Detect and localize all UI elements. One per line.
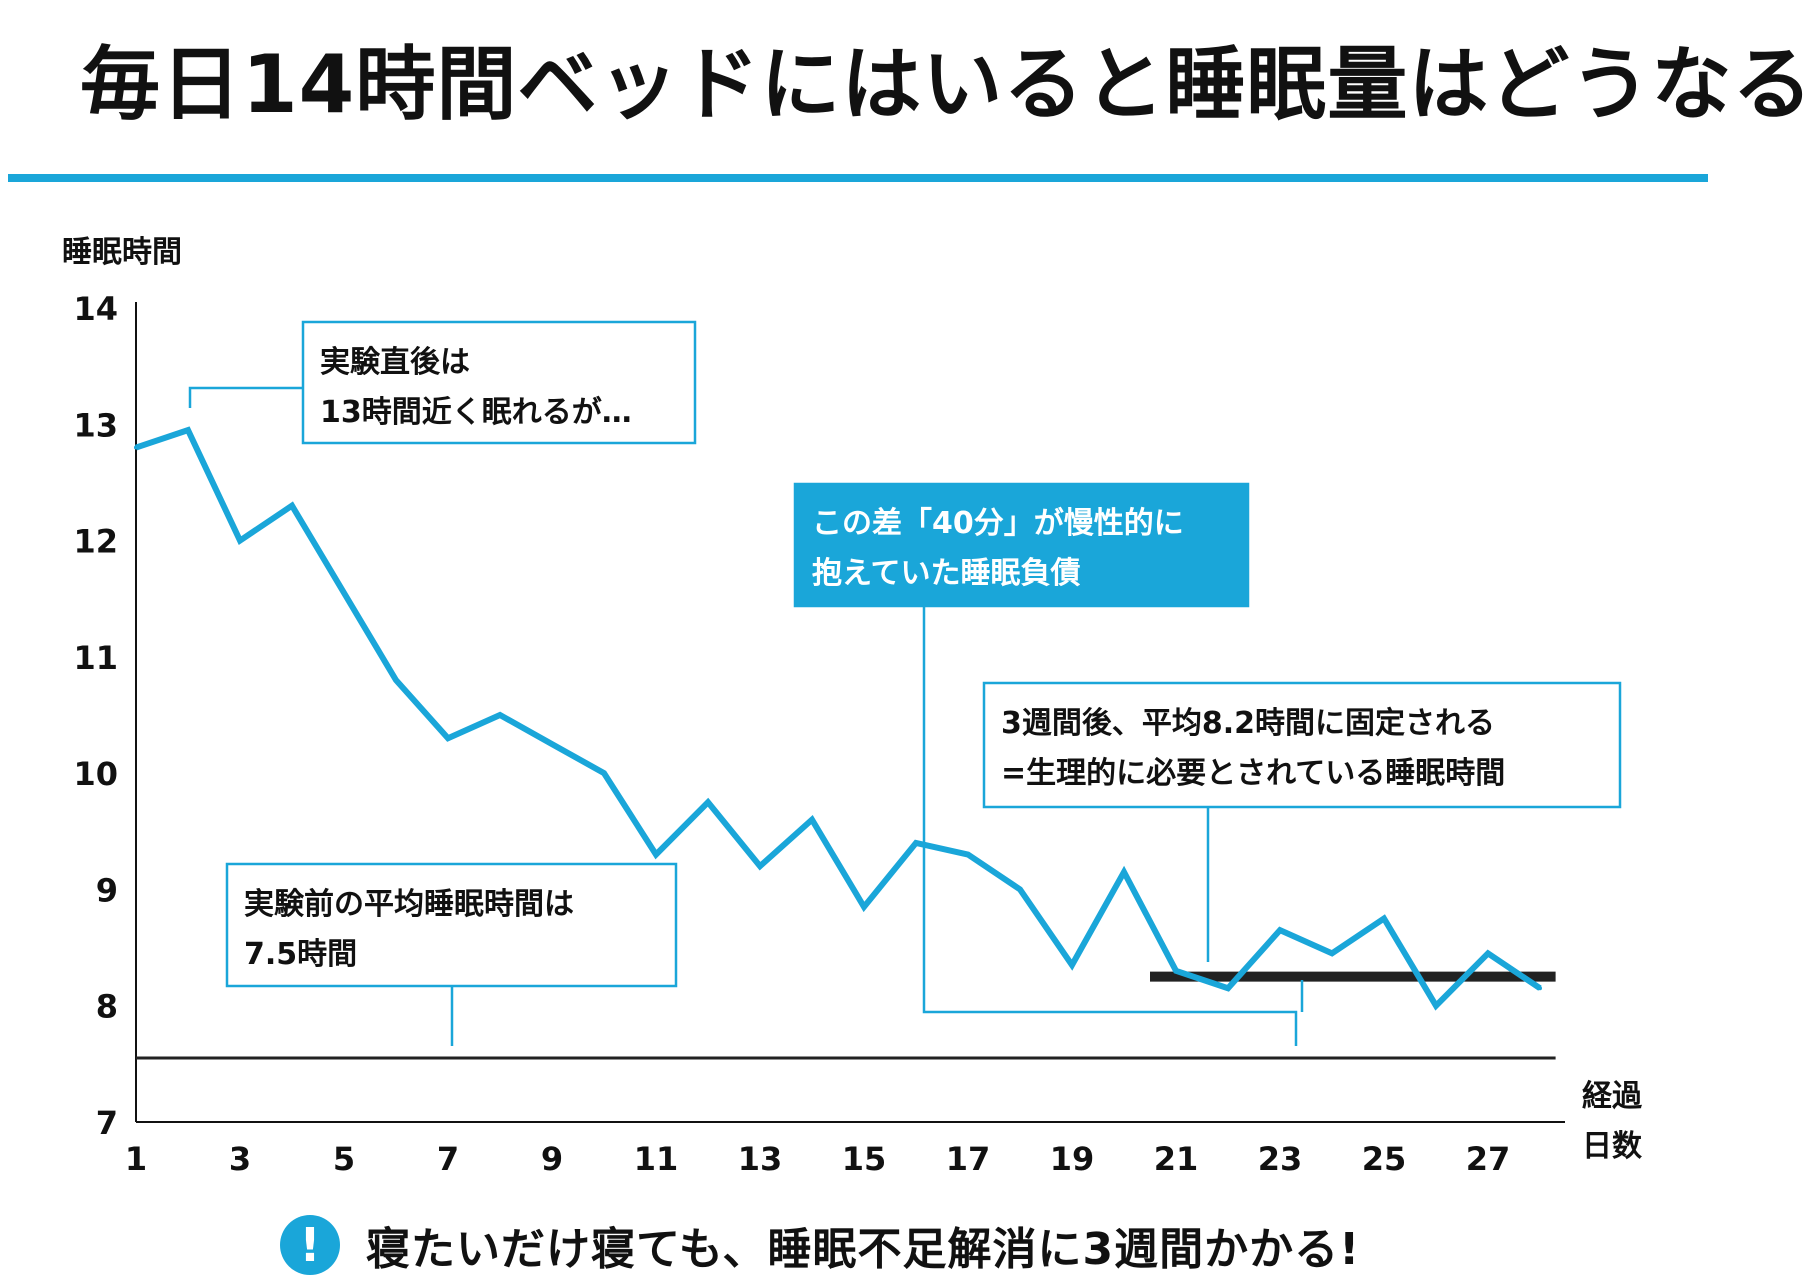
x-tick-label: 7	[437, 1140, 459, 1178]
x-tick-label: 25	[1362, 1140, 1407, 1178]
data-point	[706, 800, 710, 805]
data-point	[654, 852, 658, 857]
annotation-text: 抱えていた睡眠負債	[812, 556, 1081, 591]
x-tick-label: 9	[541, 1140, 563, 1178]
exclamation-icon: !	[280, 1215, 340, 1275]
x-axis-label: 経過	[1582, 1079, 1643, 1114]
y-tick-label: 10	[73, 755, 118, 793]
data-point	[290, 503, 294, 508]
data-point	[446, 736, 450, 741]
y-axis-label: 睡眠時間	[62, 235, 182, 270]
sleep-series-line	[135, 426, 1542, 1011]
x-tick-label: 19	[1050, 1140, 1095, 1178]
x-tick-label: 3	[229, 1140, 251, 1178]
annotation-text: =生理的に必要とされている睡眠時間	[1001, 756, 1505, 791]
annotation-box	[301, 320, 697, 445]
data-point	[1018, 887, 1022, 892]
data-point	[342, 590, 346, 595]
x-tick-label: 11	[634, 1140, 679, 1178]
x-tick-label: 13	[738, 1140, 783, 1178]
annotation-box	[793, 482, 1250, 608]
data-point	[914, 840, 918, 845]
x-tick-label: 15	[842, 1140, 887, 1178]
data-point	[1226, 986, 1230, 991]
x-tick-label: 23	[1258, 1140, 1303, 1178]
annotation-connector	[188, 386, 303, 408]
data-point	[1538, 986, 1542, 991]
data-point	[1486, 951, 1490, 956]
x-tick-label: 1	[125, 1140, 147, 1178]
y-tick-label: 14	[73, 290, 118, 328]
annotation-text: この差「40分」が慢性的に	[812, 506, 1184, 541]
annotation-text: 13時間近く眠れるが…	[320, 395, 632, 430]
annotation-box	[225, 862, 678, 988]
data-point	[550, 742, 554, 747]
footer-text: 寝たいだけ寝ても、睡眠不足解消に3週間かかる!	[366, 1224, 1361, 1275]
data-point	[1330, 951, 1334, 956]
data-point	[1278, 928, 1282, 933]
x-tick-label: 17	[946, 1140, 991, 1178]
annotation-box	[982, 681, 1622, 809]
data-point	[186, 428, 190, 433]
data-point	[1070, 963, 1074, 968]
y-tick-label: 12	[73, 523, 118, 561]
data-point	[966, 852, 970, 857]
data-point	[394, 678, 398, 683]
data-point	[758, 864, 762, 869]
annotation-text: 7.5時間	[244, 937, 357, 972]
data-point	[862, 904, 866, 909]
data-point	[238, 538, 242, 543]
x-tick-label: 27	[1466, 1140, 1511, 1178]
annotation-connector	[922, 604, 1298, 1046]
data-point	[134, 445, 138, 450]
annotation-text: 3週間後、平均8.2時間に固定される	[1001, 706, 1495, 741]
y-tick-label: 13	[73, 406, 118, 444]
annotation-text: 実験直後は	[320, 345, 470, 380]
data-point	[1122, 869, 1126, 874]
page-title: 毎日14時間ベッドにはいると睡眠量はどうなる?	[80, 38, 1808, 131]
data-point	[1382, 916, 1386, 921]
x-tick-label: 21	[1154, 1140, 1199, 1178]
y-tick-label: 11	[73, 639, 118, 677]
data-point	[1434, 1003, 1438, 1008]
footer-note: ! 寝たいだけ寝ても、睡眠不足解消に3週間かかる!	[280, 1212, 1360, 1278]
data-point	[810, 817, 814, 822]
x-tick-label: 5	[333, 1140, 355, 1178]
annotation-text: 実験前の平均睡眠時間は	[244, 887, 574, 922]
x-axis-label: 日数	[1582, 1129, 1643, 1164]
data-point	[1174, 968, 1178, 973]
y-tick-label: 8	[96, 988, 118, 1026]
y-tick-label: 7	[96, 1104, 118, 1142]
data-point	[602, 771, 606, 776]
title-rule	[8, 174, 1708, 182]
y-tick-label: 9	[96, 871, 118, 909]
data-point	[498, 713, 502, 717]
